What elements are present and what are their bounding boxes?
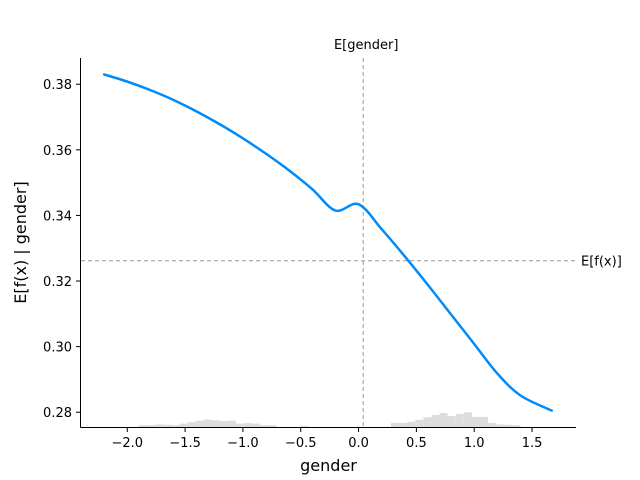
x-tick-label: −1.5: [169, 436, 201, 451]
histogram-bar: [399, 422, 408, 427]
y-tick-label: 0.30: [43, 341, 72, 356]
histogram-bar: [512, 425, 521, 427]
histogram-bar: [447, 416, 456, 427]
histogram-bar: [300, 425, 309, 427]
histogram-bar: [415, 419, 424, 427]
y-tick-label: 0.32: [43, 275, 72, 290]
x-tick-label: 0.5: [406, 436, 427, 451]
x-tick-label: 1.0: [464, 436, 485, 451]
histogram-bar: [179, 423, 188, 427]
histogram-bar: [146, 425, 156, 427]
histogram-bar: [219, 421, 228, 427]
histogram-bar: [163, 424, 172, 427]
x-axis-title: gender: [300, 456, 357, 475]
axes: −2.0 −1.5 −1.0 −0.5 0.0 0.5 1.0 1.5 0.28 0.30 0.3…: [11, 58, 576, 475]
partial-dependence-line: [102, 73, 553, 412]
histogram-bar: [227, 420, 236, 427]
x-tick-label: −2.0: [111, 436, 143, 451]
x-tick-label: −0.5: [285, 436, 317, 451]
histogram-bar: [195, 420, 204, 427]
histogram-bar: [423, 417, 432, 427]
y-axis-title: E[f(x) | gender]: [11, 181, 30, 303]
histogram: [138, 412, 521, 427]
histogram-bar: [187, 422, 196, 427]
histogram-bar: [235, 423, 245, 427]
x-tick-label: 0.0: [348, 436, 369, 451]
mean-prediction-label: E[f(x)]: [581, 255, 622, 270]
histogram-bar: [455, 413, 464, 427]
y-tick-label: 0.28: [43, 406, 72, 421]
histogram-bar: [252, 423, 261, 427]
histogram-bar: [488, 422, 497, 427]
series-layer: [102, 73, 553, 412]
y-tick-label: 0.38: [43, 78, 72, 93]
histogram-bar: [480, 416, 489, 427]
x-tick-label: −1.0: [227, 436, 259, 451]
histogram-bar: [171, 425, 180, 427]
histogram-bar: [260, 425, 269, 427]
y-tick-label: 0.36: [43, 144, 72, 159]
histogram-bar: [496, 424, 505, 427]
histogram-bar: [439, 413, 448, 427]
histogram-bar: [155, 424, 164, 427]
histogram-bar: [390, 422, 400, 427]
y-tick-label: 0.34: [43, 209, 72, 224]
mean-feature-label: E[gender]: [334, 38, 398, 53]
x-axis-ticks: −2.0 −1.5 −1.0 −0.5 0.0 0.5 1.0 1.5: [111, 427, 543, 451]
histogram-bar: [211, 420, 220, 427]
histogram-bar: [138, 425, 147, 427]
histogram-bar: [471, 416, 481, 427]
histogram-bar: [244, 422, 253, 427]
histogram-bar: [463, 412, 472, 427]
y-axis-ticks: 0.28 0.30 0.32 0.34 0.36 0.38: [43, 78, 81, 421]
histogram-bar: [268, 425, 277, 427]
histogram-bar: [504, 424, 513, 427]
histogram-bar: [407, 421, 416, 427]
histogram-bar: [431, 415, 440, 427]
x-tick-label: 1.5: [522, 436, 543, 451]
histogram-bar: [203, 419, 212, 427]
reference-lines: E[gender] E[f(x)]: [81, 38, 622, 427]
